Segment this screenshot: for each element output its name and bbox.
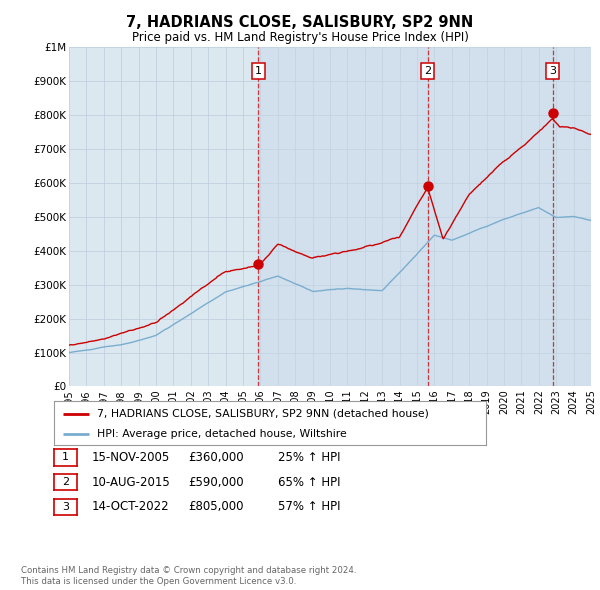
Text: 65% ↑ HPI: 65% ↑ HPI [278, 476, 340, 489]
Text: 3: 3 [549, 66, 556, 76]
Text: 2: 2 [424, 66, 431, 76]
Text: 57% ↑ HPI: 57% ↑ HPI [278, 500, 340, 513]
Text: 14-OCT-2022: 14-OCT-2022 [92, 500, 169, 513]
Text: 15-NOV-2005: 15-NOV-2005 [92, 451, 170, 464]
Text: 2: 2 [62, 477, 69, 487]
Text: £360,000: £360,000 [188, 451, 244, 464]
Text: HPI: Average price, detached house, Wiltshire: HPI: Average price, detached house, Wilt… [97, 428, 347, 438]
Text: £590,000: £590,000 [188, 476, 244, 489]
Text: Price paid vs. HM Land Registry's House Price Index (HPI): Price paid vs. HM Land Registry's House … [131, 31, 469, 44]
Text: 7, HADRIANS CLOSE, SALISBURY, SP2 9NN (detached house): 7, HADRIANS CLOSE, SALISBURY, SP2 9NN (d… [97, 409, 429, 418]
Text: 10-AUG-2015: 10-AUG-2015 [92, 476, 170, 489]
Text: 25% ↑ HPI: 25% ↑ HPI [278, 451, 340, 464]
Bar [553, 47, 591, 386]
Text: £805,000: £805,000 [188, 500, 244, 513]
Text: Contains HM Land Registry data © Crown copyright and database right 2024.: Contains HM Land Registry data © Crown c… [21, 566, 356, 575]
Bar [428, 47, 553, 386]
Bar [259, 47, 428, 386]
Text: 3: 3 [62, 502, 69, 512]
Text: This data is licensed under the Open Government Licence v3.0.: This data is licensed under the Open Gov… [21, 577, 296, 586]
Text: 1: 1 [255, 66, 262, 76]
Text: 7, HADRIANS CLOSE, SALISBURY, SP2 9NN: 7, HADRIANS CLOSE, SALISBURY, SP2 9NN [127, 15, 473, 30]
Text: 1: 1 [62, 453, 69, 462]
